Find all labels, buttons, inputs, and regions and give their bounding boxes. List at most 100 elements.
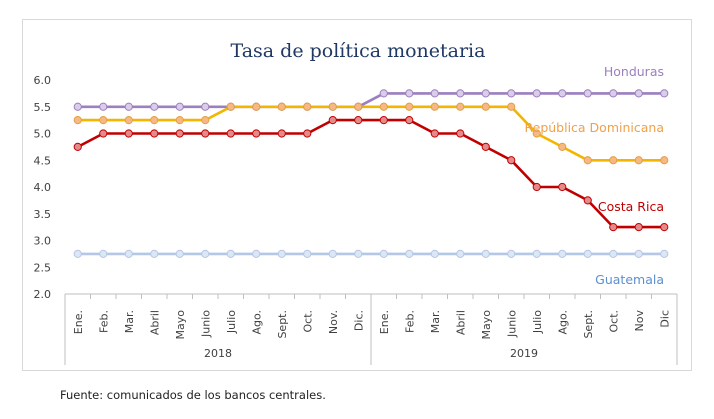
x-tick-label: Mar. (123, 310, 136, 333)
data-point (583, 196, 592, 205)
data-point (303, 249, 312, 258)
x-tick-label: Julio (531, 310, 544, 334)
data-point (405, 116, 414, 125)
y-tick-label: 3.5 (34, 208, 52, 221)
chart-title: Tasa de política monetaria (231, 40, 486, 62)
data-point (379, 116, 388, 125)
data-point (660, 89, 669, 98)
data-point (507, 156, 516, 165)
data-point (99, 102, 108, 111)
x-tick-label: Junio (199, 310, 212, 338)
x-tick-label: Mar. (429, 310, 442, 333)
series-line-costa-rica (77, 118, 665, 229)
y-tick-label: 4.0 (34, 181, 52, 194)
series-label: República Dominicana (525, 120, 665, 135)
data-point (430, 102, 439, 111)
data-point (532, 249, 541, 258)
x-tick-label: Abril (454, 310, 467, 335)
data-point (303, 129, 312, 138)
data-point (124, 249, 133, 258)
data-point (124, 129, 133, 138)
data-point (558, 182, 567, 192)
data-point (73, 249, 82, 258)
y-tick-label: 2.5 (34, 261, 52, 274)
data-point (99, 249, 108, 258)
data-point (354, 102, 363, 111)
y-tick-label: 5.0 (34, 128, 52, 141)
data-point (558, 142, 567, 151)
data-point (277, 102, 286, 111)
x-tick-label: Feb. (403, 310, 416, 333)
x-tick-label: Sept. (582, 310, 595, 339)
data-point (634, 249, 643, 258)
data-point (481, 102, 490, 111)
y-tick-label: 2.0 (34, 288, 52, 301)
data-point (456, 102, 465, 111)
data-point (150, 129, 159, 138)
data-point (379, 102, 388, 111)
data-point (609, 89, 618, 98)
data-point (405, 89, 414, 98)
series-label: Guatemala (595, 272, 664, 287)
data-point (252, 102, 261, 111)
data-point (558, 89, 567, 98)
data-point (328, 249, 337, 258)
x-tick-label: Mayo (174, 310, 187, 340)
data-point (481, 249, 490, 258)
data-point (277, 249, 286, 258)
data-point (634, 156, 643, 165)
x-tick-label: Feb. (97, 310, 110, 333)
data-point (201, 102, 210, 111)
y-tick-label: 3.0 (34, 235, 52, 248)
data-point (558, 249, 567, 258)
data-point (660, 249, 669, 258)
data-point (150, 102, 159, 111)
data-point (609, 223, 618, 232)
series-line-república-dominicana (77, 105, 665, 162)
data-point (328, 102, 337, 111)
source-note: Fuente: comunicados de los bancos centra… (60, 388, 326, 402)
data-point (456, 129, 465, 138)
data-point (201, 116, 210, 125)
data-point (456, 249, 465, 258)
data-point (99, 116, 108, 125)
data-point (252, 249, 261, 258)
data-point (252, 129, 261, 138)
series-line-honduras (77, 92, 665, 109)
year-group-label: 2019 (510, 347, 538, 360)
data-point (481, 142, 490, 151)
series-label: Honduras (604, 64, 664, 79)
data-point (354, 249, 363, 258)
data-point (456, 89, 465, 98)
chart-frame: Tasa de política monetaria 2.0 2.5 3.0 3.5 4.… (22, 19, 692, 371)
data-point (609, 156, 618, 165)
x-tick-label: Ene. (378, 310, 391, 334)
data-point (634, 89, 643, 98)
x-tick-label: Junio (505, 310, 518, 338)
data-point (99, 129, 108, 138)
data-point (583, 249, 592, 258)
data-point (226, 249, 235, 258)
data-point (405, 102, 414, 111)
data-point (201, 249, 210, 258)
data-point (532, 129, 541, 138)
y-tick-label: 5.5 (34, 101, 52, 114)
data-point (507, 249, 516, 258)
data-point (532, 89, 541, 98)
data-point (583, 156, 592, 165)
data-point (175, 129, 184, 138)
data-point (405, 249, 414, 258)
y-tick-label: 6.0 (34, 74, 52, 87)
data-point (226, 129, 235, 138)
data-point (226, 102, 235, 111)
series-label: Costa Rica (598, 199, 664, 214)
x-tick-label: Abril (148, 310, 161, 335)
data-point (583, 89, 592, 98)
data-point (175, 249, 184, 258)
data-point (277, 129, 286, 138)
data-point (379, 249, 388, 258)
x-tick-label: Oct. (607, 310, 620, 333)
data-point (175, 102, 184, 111)
data-point (507, 102, 516, 111)
data-point (634, 223, 643, 232)
